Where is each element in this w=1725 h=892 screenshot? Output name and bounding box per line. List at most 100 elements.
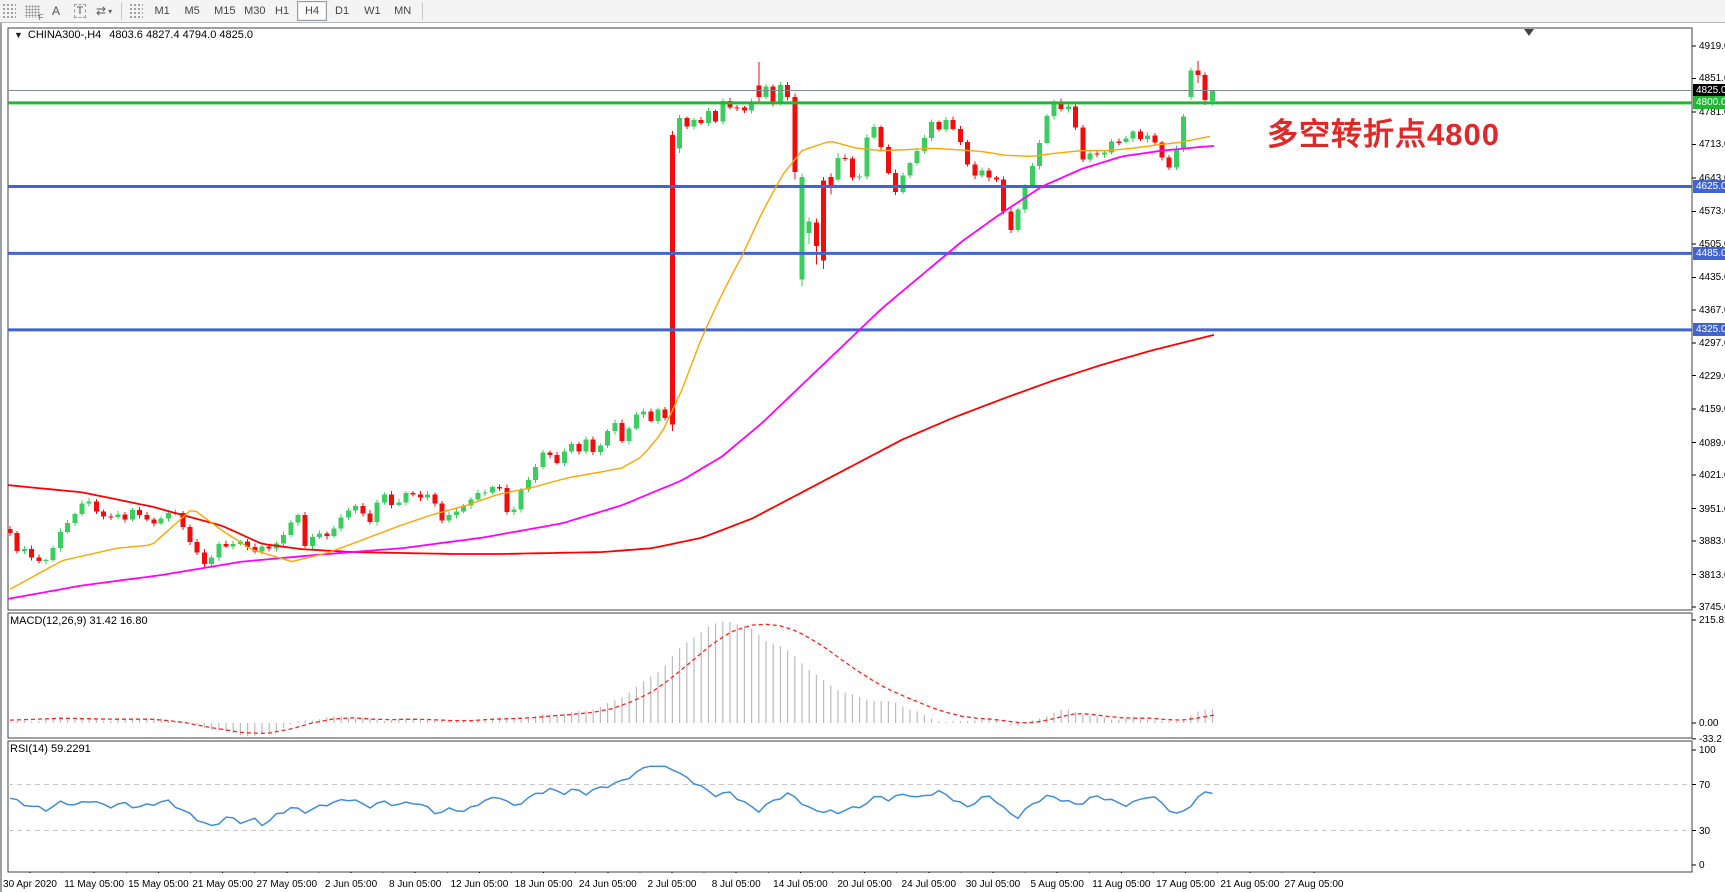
grid-pattern-button[interactable]: F <box>20 1 44 22</box>
candle-body <box>749 101 755 111</box>
timeframe-button-H1[interactable]: H1 <box>267 1 297 21</box>
arrows-tool-button[interactable]: ⇄ ▾ <box>92 1 116 21</box>
candle-body <box>1123 138 1129 143</box>
candle-body <box>914 150 920 164</box>
timeframe-row: M1 M5 M15 M30 H1 H4 D1 W1 MN <box>147 1 417 21</box>
candle-body <box>1166 157 1172 168</box>
candle-body <box>389 494 395 505</box>
price-tick-label: 4435.0 <box>1699 272 1725 284</box>
chart-canvas[interactable] <box>2 23 1725 892</box>
candle-body <box>93 501 99 512</box>
candle-body <box>554 454 560 463</box>
candle-body <box>597 445 603 452</box>
candle-body <box>1137 131 1143 140</box>
date-label: 20 Jul 05:00 <box>837 879 892 890</box>
chart-shift-marker[interactable] <box>1524 29 1534 36</box>
candle-body <box>194 542 200 553</box>
candle-body <box>684 118 690 127</box>
date-label: 21 Aug 05:00 <box>1220 879 1280 890</box>
candle-body <box>1051 101 1057 117</box>
candle-body <box>1101 152 1107 155</box>
candle-body <box>1116 141 1122 143</box>
date-label: 15 May 05:00 <box>128 879 189 890</box>
price-tick-label: 4851.0 <box>1699 73 1725 85</box>
candle-body <box>446 515 452 521</box>
candle-body <box>1037 143 1043 167</box>
candle-body <box>417 494 423 498</box>
price-tick-label: 3883.0 <box>1699 536 1725 548</box>
candle-body <box>713 111 719 122</box>
date-label: 14 Jul 05:00 <box>773 879 828 890</box>
candle-body <box>230 543 236 547</box>
price-tick-label: 4713.0 <box>1699 139 1725 151</box>
candle-body <box>734 107 740 109</box>
grid-pattern-icon: F <box>24 4 44 22</box>
date-axis[interactable]: 30 Apr 2020 11 May 05:00 15 May 05:00 21 Ma… <box>2 873 1692 892</box>
candle-body <box>1029 166 1035 187</box>
timeframe-button-D1[interactable]: D1 <box>327 1 357 21</box>
candle-body <box>353 506 359 511</box>
candle-body <box>655 409 661 421</box>
timeframe-button-H4[interactable]: H4 <box>297 1 328 21</box>
date-label: 5 Aug 05:00 <box>1030 879 1084 890</box>
candle-body <box>828 176 834 186</box>
candle-body <box>569 443 575 452</box>
candle-body <box>864 137 870 177</box>
candle-body <box>907 163 913 176</box>
timeframe-drag-handle[interactable] <box>129 3 144 19</box>
candle-body <box>209 557 215 565</box>
date-label: 30 Apr 2020 <box>3 879 57 890</box>
candle-body <box>165 513 171 519</box>
candle-body <box>1173 148 1179 168</box>
candle-body <box>626 428 632 442</box>
candle-body <box>929 122 935 139</box>
candle-body <box>936 122 942 130</box>
price-box-4325: 4325.0 <box>1693 323 1725 337</box>
candle-body <box>29 548 35 558</box>
price-tick-label: 3745.0 <box>1699 601 1725 613</box>
text-label-icon: A <box>51 4 60 18</box>
toolbar-drag-handle[interactable] <box>2 3 16 19</box>
candle-body <box>43 560 49 562</box>
date-label: 30 Jul 05:00 <box>965 879 1021 890</box>
candle-body <box>403 493 409 503</box>
timeframe-button-MN[interactable]: MN <box>387 1 417 21</box>
chart-window: ▼ CHINA300-,H4 4803.6 4827.4 4794.0 4825.0… <box>0 23 1725 892</box>
candle-body <box>641 411 647 415</box>
candle-body <box>900 175 906 192</box>
candle-body <box>7 529 13 533</box>
candle-body <box>1015 209 1021 231</box>
candle-body <box>461 505 467 512</box>
candle-body <box>122 514 128 520</box>
timeframe-button-M30[interactable]: M30 <box>237 1 267 21</box>
candle-body <box>741 107 747 111</box>
candle-body <box>770 86 776 104</box>
candle-body <box>612 422 618 432</box>
price-annotation-text[interactable]: 多空转折点4800 <box>1267 117 1500 152</box>
candle-body <box>425 494 431 498</box>
price-box-4485: 4485.0 <box>1693 246 1725 260</box>
toolbar: F A T ⇄ ▾ M1 M5 M15 M30 H1 H4 D1 W1 MN <box>0 0 1725 23</box>
text-tool-button[interactable]: T <box>68 1 92 21</box>
timeframe-button-W1[interactable]: W1 <box>357 1 387 21</box>
price-axis[interactable]: 4919.0 4851.0 4781.0 4713.0 4643.0 4573.0 4505… <box>1692 23 1725 892</box>
candle-body <box>317 533 323 538</box>
date-label: 18 Jun 05:00 <box>514 879 573 890</box>
text-label-button[interactable]: A <box>44 1 68 21</box>
chart-collapse-icon[interactable]: ▼ <box>14 30 23 40</box>
candle-body <box>1152 135 1158 143</box>
candle-body <box>691 120 697 127</box>
candle-body <box>288 522 294 535</box>
timeframe-button-M5[interactable]: M5 <box>177 1 207 21</box>
candle-body <box>799 176 805 280</box>
timeframe-button-M15[interactable]: M15 <box>207 1 237 21</box>
candle-body <box>302 515 308 547</box>
candle-body <box>893 173 899 192</box>
ma-fast-line <box>9 135 1211 590</box>
price-tick-label: 4367.0 <box>1699 304 1725 316</box>
candle-body <box>1209 90 1215 102</box>
candle-body <box>633 414 639 429</box>
timeframe-button-M1[interactable]: M1 <box>147 1 177 21</box>
chevron-down-icon[interactable]: ▾ <box>108 6 113 16</box>
candle-body <box>1109 141 1115 153</box>
